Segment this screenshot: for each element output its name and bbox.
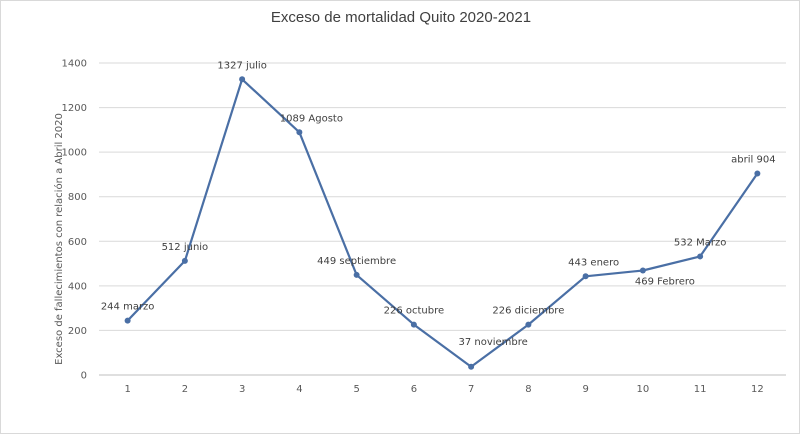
data-label: 244 marzo xyxy=(101,302,155,313)
data-label: 512 junio xyxy=(162,242,209,253)
y-tick-label: 1400 xyxy=(62,59,87,70)
data-point xyxy=(124,317,131,324)
data-point xyxy=(639,267,646,274)
x-tick-label: 5 xyxy=(353,384,359,395)
x-tick-label: 6 xyxy=(411,384,417,395)
data-label: 469 Febrero xyxy=(635,276,695,287)
data-point xyxy=(697,253,704,260)
data-label: 1089 Agosto xyxy=(280,113,343,124)
x-tick-label: 11 xyxy=(694,384,707,395)
y-tick-label: 1000 xyxy=(62,148,87,159)
data-point xyxy=(239,76,246,83)
data-point xyxy=(410,321,417,328)
data-label: 1327 julio xyxy=(217,60,266,71)
data-label: 449 septiembre xyxy=(317,256,396,267)
data-point xyxy=(468,363,475,370)
x-tick-label: 2 xyxy=(182,384,188,395)
data-label: 532 Marzo xyxy=(674,237,727,248)
data-label: abril 904 xyxy=(731,155,775,166)
data-label: 443 enero xyxy=(568,257,619,268)
y-tick-label: 600 xyxy=(68,237,87,248)
x-tick-label: 3 xyxy=(239,384,245,395)
x-tick-label: 4 xyxy=(296,384,302,395)
data-point xyxy=(181,257,188,264)
y-tick-label: 0 xyxy=(81,371,87,382)
y-tick-label: 1200 xyxy=(62,103,87,114)
y-tick-label: 400 xyxy=(68,281,87,292)
data-label: 226 diciembre xyxy=(492,306,564,317)
data-label: 226 octubre xyxy=(384,306,445,317)
x-tick-label: 12 xyxy=(751,384,764,395)
series-line xyxy=(126,78,759,368)
x-tick-label: 7 xyxy=(468,384,474,395)
x-tick-label: 9 xyxy=(582,384,588,395)
data-point xyxy=(353,271,360,278)
chart-title: Exceso de mortalidad Quito 2020-2021 xyxy=(270,9,532,26)
data-point xyxy=(754,170,761,177)
y-axis-label: Exceso de fallecimientos con relación a … xyxy=(53,113,65,365)
x-tick-label: 8 xyxy=(525,384,531,395)
data-point xyxy=(582,273,589,280)
data-label: 37 noviembre xyxy=(458,337,527,348)
x-tick-label: 10 xyxy=(637,384,650,395)
data-point xyxy=(525,321,532,328)
x-tick-label: 1 xyxy=(124,384,130,395)
data-point xyxy=(296,129,303,136)
y-tick-label: 200 xyxy=(68,326,87,337)
y-tick-label: 800 xyxy=(68,192,87,203)
